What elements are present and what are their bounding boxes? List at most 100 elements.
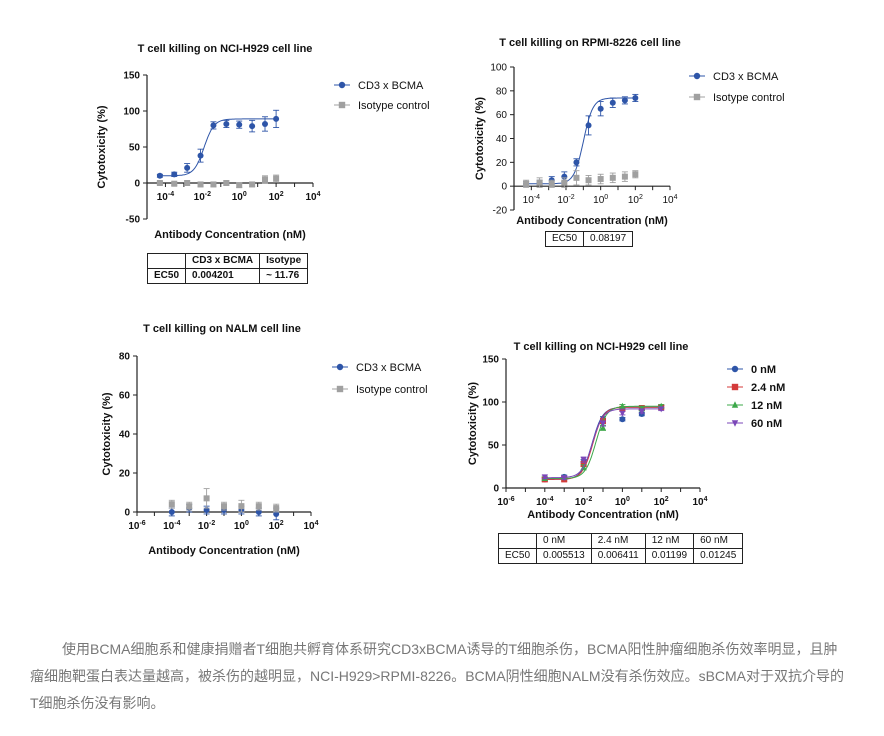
ec50-row: EC50 0.08197 bbox=[544, 231, 634, 247]
legend-label: CD3 x BCMA bbox=[358, 80, 424, 92]
x-tick-exp: -2 bbox=[586, 496, 592, 503]
fit-curve bbox=[159, 118, 277, 177]
data-point bbox=[184, 180, 191, 186]
x-tick-exp: 4 bbox=[317, 191, 321, 198]
x-tick-exp: 0 bbox=[626, 496, 630, 503]
ec50-cell bbox=[146, 253, 187, 269]
data-point bbox=[632, 171, 639, 178]
data-point bbox=[262, 120, 269, 127]
x-tick-label: 10-2 bbox=[575, 496, 592, 508]
x-tick-base: 10 bbox=[692, 497, 704, 508]
ec50-cell: 0.01245 bbox=[693, 548, 744, 564]
chart-title: T cell killing on NCI-H929 cell line bbox=[514, 341, 689, 353]
x-axis-label: Antibody Concentration (nM) bbox=[516, 215, 668, 227]
legend-marker bbox=[731, 383, 739, 391]
y-tick-label: 0 bbox=[124, 508, 130, 519]
series-1 bbox=[523, 170, 639, 188]
y-tick-label: 50 bbox=[129, 143, 141, 154]
ec50-cell: 0.01199 bbox=[644, 548, 695, 564]
legend-label: CD3 x BCMA bbox=[356, 362, 422, 374]
y-tick-label: 150 bbox=[123, 71, 140, 82]
x-tick-label: 10-4 bbox=[523, 194, 540, 206]
x-tick-base: 10 bbox=[269, 521, 281, 532]
data-point bbox=[609, 99, 616, 106]
x-tick-base: 10 bbox=[593, 195, 605, 206]
legend-label: CD3 x BCMA bbox=[713, 71, 779, 83]
legend-label: 0 nM bbox=[751, 364, 776, 376]
data-point bbox=[171, 180, 178, 187]
data-point bbox=[273, 505, 280, 512]
legend-marker bbox=[731, 401, 739, 408]
data-point bbox=[585, 122, 592, 129]
legend-label: 60 nM bbox=[751, 418, 782, 430]
data-point bbox=[561, 475, 568, 482]
ec50-cell: ~ 11.76 bbox=[259, 268, 309, 284]
data-point bbox=[223, 180, 230, 186]
x-tick-label: 10-6 bbox=[128, 520, 145, 532]
data-point bbox=[168, 501, 175, 508]
x-tick-label: 102 bbox=[269, 191, 284, 203]
series-0 bbox=[156, 109, 280, 179]
x-tick-base: 10 bbox=[523, 195, 535, 206]
legend-marker bbox=[338, 101, 346, 109]
x-tick-exp: -6 bbox=[508, 496, 514, 503]
data-point bbox=[156, 180, 163, 186]
data-point bbox=[600, 421, 606, 427]
x-tick-base: 10 bbox=[662, 195, 674, 206]
legend-marker bbox=[731, 365, 739, 373]
ec50-cell: 60 nM bbox=[693, 533, 744, 549]
chart-1: T cell killing on RPMI-8226 cell line100… bbox=[474, 37, 785, 227]
ec50-cell: 0.006411 bbox=[590, 548, 646, 564]
data-point bbox=[223, 120, 230, 127]
ec50-cell: EC50 bbox=[544, 231, 585, 247]
data-point bbox=[197, 181, 204, 188]
x-tick-label: 102 bbox=[654, 496, 669, 508]
caption-text: 使用BCMA细胞系和健康捐赠者T细胞共孵育体系研究CD3xBCMA诱导的T细胞杀… bbox=[30, 641, 845, 711]
chart-title: T cell killing on NALM cell line bbox=[143, 323, 301, 335]
ec50-row: EC50 0.005513 0.006411 0.01199 0.01245 bbox=[497, 548, 744, 564]
ec50-cell: EC50 bbox=[497, 548, 538, 564]
x-tick-exp: -4 bbox=[168, 191, 174, 198]
ec50-cell bbox=[497, 533, 538, 549]
data-point bbox=[597, 176, 604, 183]
x-axis-label: Antibody Concentration (nM) bbox=[148, 545, 300, 557]
x-tick-label: 10-2 bbox=[557, 194, 574, 206]
series-0 bbox=[523, 93, 639, 187]
legend-label: Isotype control bbox=[358, 100, 430, 112]
y-tick-label: 20 bbox=[496, 158, 508, 169]
data-point bbox=[548, 180, 555, 187]
data-point bbox=[236, 182, 243, 189]
x-tick-base: 10 bbox=[128, 521, 140, 532]
data-point bbox=[597, 105, 604, 112]
data-point bbox=[541, 474, 548, 481]
x-tick-exp: 2 bbox=[639, 194, 643, 201]
legend-marker bbox=[693, 72, 701, 80]
x-tick-base: 10 bbox=[157, 192, 169, 203]
data-point bbox=[561, 179, 568, 186]
data-point bbox=[238, 503, 245, 510]
legend-marker bbox=[693, 93, 701, 101]
y-tick-label: 80 bbox=[496, 86, 508, 97]
ec50-row: CD3 x BCMA Isotype bbox=[146, 253, 309, 269]
x-tick-base: 10 bbox=[305, 192, 317, 203]
x-tick-exp: 4 bbox=[674, 194, 678, 201]
y-tick-label: -50 bbox=[126, 215, 141, 226]
data-point bbox=[168, 509, 175, 515]
chart-2: T cell killing on NALM cell line80604020… bbox=[101, 323, 428, 557]
x-tick-label: 10-4 bbox=[163, 520, 180, 532]
ec50-cell: CD3 x BCMA bbox=[185, 253, 261, 269]
data-point bbox=[619, 416, 626, 423]
y-tick-label: -20 bbox=[493, 206, 508, 217]
data-point bbox=[273, 175, 280, 182]
ec50-table-rpmi: EC50 0.08197 bbox=[544, 231, 634, 247]
data-point bbox=[249, 123, 256, 130]
ec50-cell: 2.4 nM bbox=[590, 533, 646, 549]
x-tick-label: 102 bbox=[628, 194, 643, 206]
series-3 bbox=[541, 406, 665, 482]
x-tick-label: 10-4 bbox=[157, 191, 174, 203]
data-point bbox=[580, 457, 587, 464]
y-tick-label: 100 bbox=[482, 398, 499, 409]
x-tick-base: 10 bbox=[198, 521, 210, 532]
y-axis-label: Cytotoxicity (%) bbox=[96, 105, 108, 188]
